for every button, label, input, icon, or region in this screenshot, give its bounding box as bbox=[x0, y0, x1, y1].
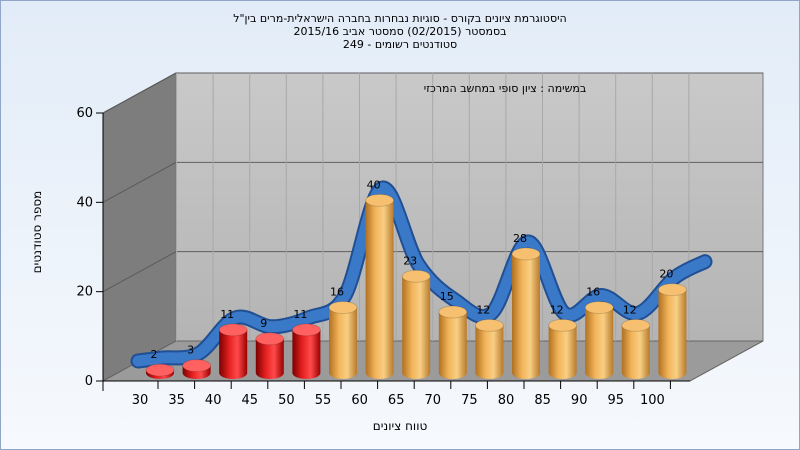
x-axis-label: טווח ציונים bbox=[372, 419, 428, 433]
x-tick-label: 30 bbox=[132, 393, 149, 408]
x-tick-label: 65 bbox=[388, 393, 405, 408]
bar bbox=[401, 269, 431, 379]
bar bbox=[438, 305, 468, 379]
bar bbox=[255, 332, 285, 379]
side-wall bbox=[102, 72, 177, 382]
bar-top bbox=[291, 323, 321, 337]
data-label: 12 bbox=[550, 303, 564, 316]
data-label: 28 bbox=[513, 232, 527, 245]
x-tick-label: 60 bbox=[351, 393, 368, 408]
data-label: 15 bbox=[440, 290, 454, 303]
bar-body bbox=[365, 200, 394, 379]
bar-top bbox=[438, 305, 468, 319]
trend-ribbon bbox=[132, 182, 711, 367]
bar bbox=[145, 363, 175, 379]
bar-body bbox=[329, 307, 357, 379]
x-tick-label: 35 bbox=[168, 393, 185, 408]
bar-top bbox=[365, 193, 395, 207]
data-label: 40 bbox=[367, 178, 381, 191]
bar-top bbox=[657, 283, 687, 297]
bar-body bbox=[475, 325, 504, 379]
gridline-side bbox=[102, 251, 177, 293]
gridline-side bbox=[102, 161, 177, 203]
data-label: 12 bbox=[476, 303, 490, 316]
data-label: 20 bbox=[659, 268, 673, 281]
x-tick-label: 55 bbox=[315, 393, 332, 408]
data-label: 2 bbox=[151, 348, 158, 361]
bar-body bbox=[585, 307, 614, 379]
y-tick-label: 0 bbox=[85, 374, 93, 389]
bar bbox=[511, 247, 541, 379]
bar-body bbox=[292, 329, 321, 379]
bar-top bbox=[474, 318, 504, 332]
chart-title: היסטוגרמת ציונים בקורס - סוגיות נבחרות ב… bbox=[233, 12, 567, 25]
x-tick-label: 95 bbox=[608, 393, 625, 408]
bar bbox=[291, 323, 321, 379]
x-tick-label: 90 bbox=[571, 393, 588, 408]
x-tick-label: 40 bbox=[205, 393, 222, 408]
x-tick-label: 85 bbox=[534, 393, 551, 408]
bar-top bbox=[621, 318, 651, 332]
data-label: 16 bbox=[330, 286, 344, 299]
chart-subtitle: בסמסטר (02/2015) סמסטר אביב 2015/16 bbox=[293, 25, 507, 38]
y-tick-label: 20 bbox=[76, 285, 93, 300]
bar bbox=[182, 359, 212, 379]
bar-top bbox=[328, 301, 358, 315]
bar bbox=[328, 301, 358, 379]
data-label: 9 bbox=[260, 317, 267, 330]
bar-body bbox=[402, 276, 431, 379]
bar-body bbox=[621, 325, 650, 379]
gridline-side bbox=[102, 72, 177, 114]
data-label: 11 bbox=[220, 308, 234, 321]
bar-top bbox=[548, 318, 578, 332]
x-tick-label: 50 bbox=[278, 393, 295, 408]
bar-body bbox=[548, 325, 577, 379]
data-label: 11 bbox=[293, 308, 307, 321]
bar-top bbox=[401, 269, 431, 283]
bar bbox=[218, 323, 248, 379]
y-tick-label: 40 bbox=[76, 195, 93, 210]
chart-annotation: במשימה : ציון סופי במחשב המרכזי bbox=[423, 82, 587, 95]
bar-body bbox=[255, 338, 284, 379]
bar bbox=[621, 318, 651, 379]
bar-body bbox=[512, 253, 540, 379]
bar-body bbox=[438, 312, 467, 379]
bar bbox=[548, 318, 578, 379]
y-axis-label: מספר סטודנטים bbox=[30, 190, 44, 274]
bar bbox=[474, 318, 504, 379]
x-tick-label: 70 bbox=[425, 393, 442, 408]
x-tick-label: 75 bbox=[461, 393, 478, 408]
data-label: 23 bbox=[403, 254, 417, 267]
x-tick-label: 100 bbox=[640, 393, 665, 408]
data-label: 3 bbox=[187, 344, 194, 357]
bar-top bbox=[511, 247, 541, 261]
bar-top bbox=[255, 332, 285, 346]
x-tick-label: 80 bbox=[498, 393, 515, 408]
bar-body bbox=[658, 289, 687, 379]
bar bbox=[365, 193, 395, 379]
bar-top bbox=[145, 363, 175, 377]
data-label: 16 bbox=[586, 286, 600, 299]
chart-subtitle-2: סטודנטים רשומים - 249 bbox=[342, 38, 458, 51]
bar bbox=[657, 283, 687, 379]
bar-top bbox=[218, 323, 248, 337]
bar-body bbox=[219, 329, 248, 379]
bar bbox=[584, 301, 614, 379]
data-label: 12 bbox=[623, 303, 637, 316]
bar-top bbox=[584, 301, 614, 315]
x-tick-label: 45 bbox=[242, 393, 259, 408]
bar-top bbox=[182, 359, 212, 373]
y-tick-label: 60 bbox=[76, 106, 93, 121]
